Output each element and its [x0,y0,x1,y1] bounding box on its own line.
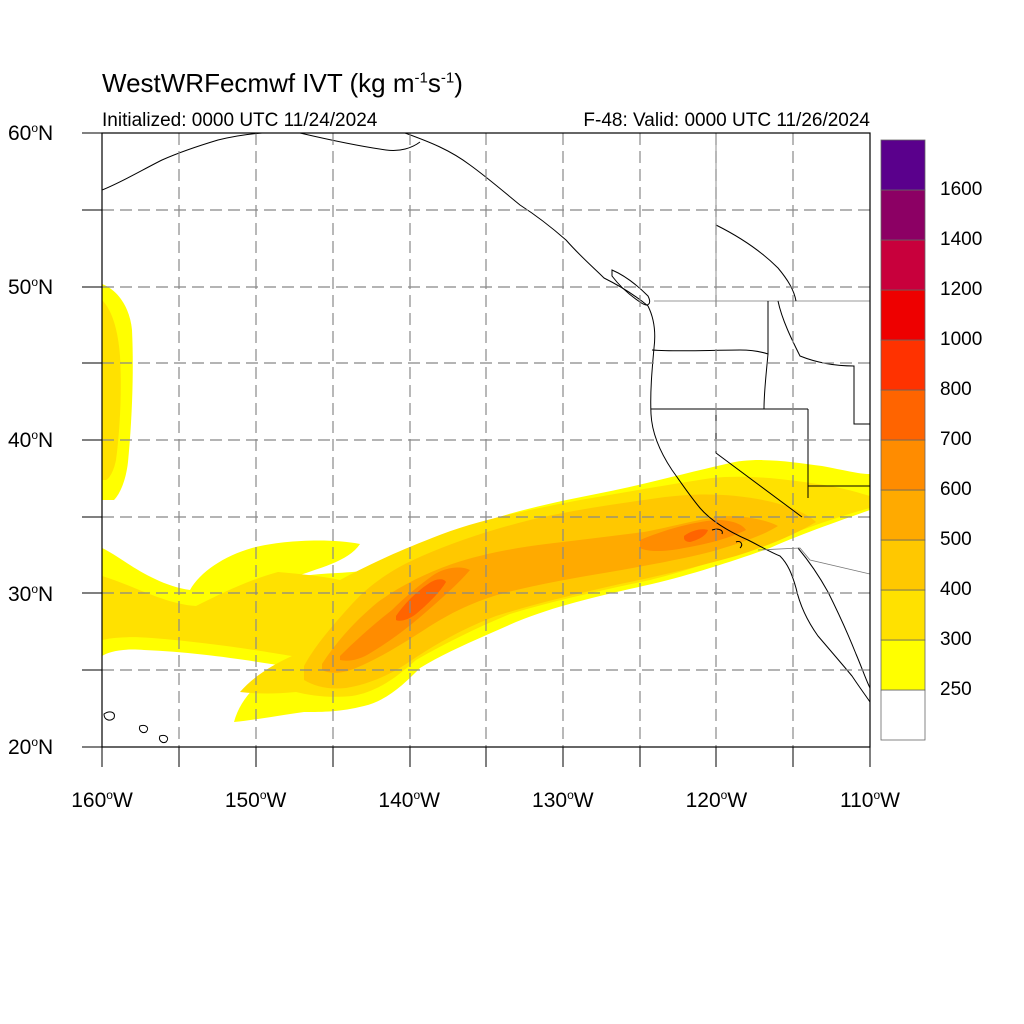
lat-label-60: 60oN [8,121,54,145]
colorbar-label-800: 800 [940,379,972,400]
colorbar-box-400 [880,539,926,591]
lon-label-120: 120oW [685,788,748,812]
initialized-time: Initialized: 0000 UTC 11/24/2024 [102,110,378,131]
bc-alberta-border [715,224,797,302]
coastlines [102,133,870,743]
gridlines [102,133,870,747]
alaska-coast [102,133,263,191]
colorbar-box-1200 [880,239,926,291]
valid-time: F-48: Valid: 0000 UTC 11/26/2024 [583,110,870,131]
colorbar-box-700 [880,389,926,441]
lon-label-110: 110oW [840,788,900,812]
colorbar-box-1600 [880,139,926,191]
hawaii-islands [103,711,169,743]
lat-label-20: 20oN [8,735,54,759]
colorbar-label-1200: 1200 [940,279,983,300]
north-america-coast [404,133,870,703]
colorbar-box-300 [880,589,926,641]
colorbar-box-1000 [880,289,926,341]
idaho-montana-border [777,300,870,425]
axis-ticks [82,132,871,767]
colorbar-label-1600: 1600 [940,179,983,200]
ivt-contour-300-north [102,300,121,480]
ivt-contour-700 [396,579,446,621]
ivt-contour-500 [322,516,778,673]
washington-oregon-border [651,301,769,355]
colorbar-label-400: 400 [940,579,972,600]
colorbar-label-600: 600 [940,479,972,500]
vancouver-island [611,269,651,306]
oregon-idaho-border [763,353,769,410]
colorbar-box-below [880,689,926,741]
colorbar-label-700: 700 [940,429,972,450]
colorbar-label-1400: 1400 [940,229,983,250]
colorbar-label-300: 300 [940,629,972,650]
lat-label-30: 30oN [8,581,54,606]
map-frame [101,132,871,748]
colorbar-box-600 [880,439,926,491]
gulf-of-california-coast [797,547,870,689]
lon-label-160: 160oW [71,788,133,812]
colorbar-box-1400 [880,189,926,241]
colorbar-box-250 [880,639,926,691]
lon-label-150: 150oW [224,788,287,812]
lon-label-130: 130oW [532,788,594,812]
colorbar-label-500: 500 [940,529,972,550]
map-title: WestWRFecmwf IVT (kg m-1s-1) [102,68,463,98]
colorbar-box-500 [880,489,926,541]
colorbar-label-250: 250 [940,679,972,700]
lon-label-140: 140oW [378,788,440,812]
colorbar [880,139,926,741]
us-mexico-border [757,547,870,575]
ivt-contour-700-east [684,529,708,542]
channel-islands [711,528,743,549]
alaska-south-coast [299,133,421,151]
colorbar-label-1000: 1000 [940,329,983,350]
lat-label-40: 40oN [8,428,54,452]
lat-label-50: 50oN [8,274,54,299]
colorbar-box-800 [880,339,926,391]
